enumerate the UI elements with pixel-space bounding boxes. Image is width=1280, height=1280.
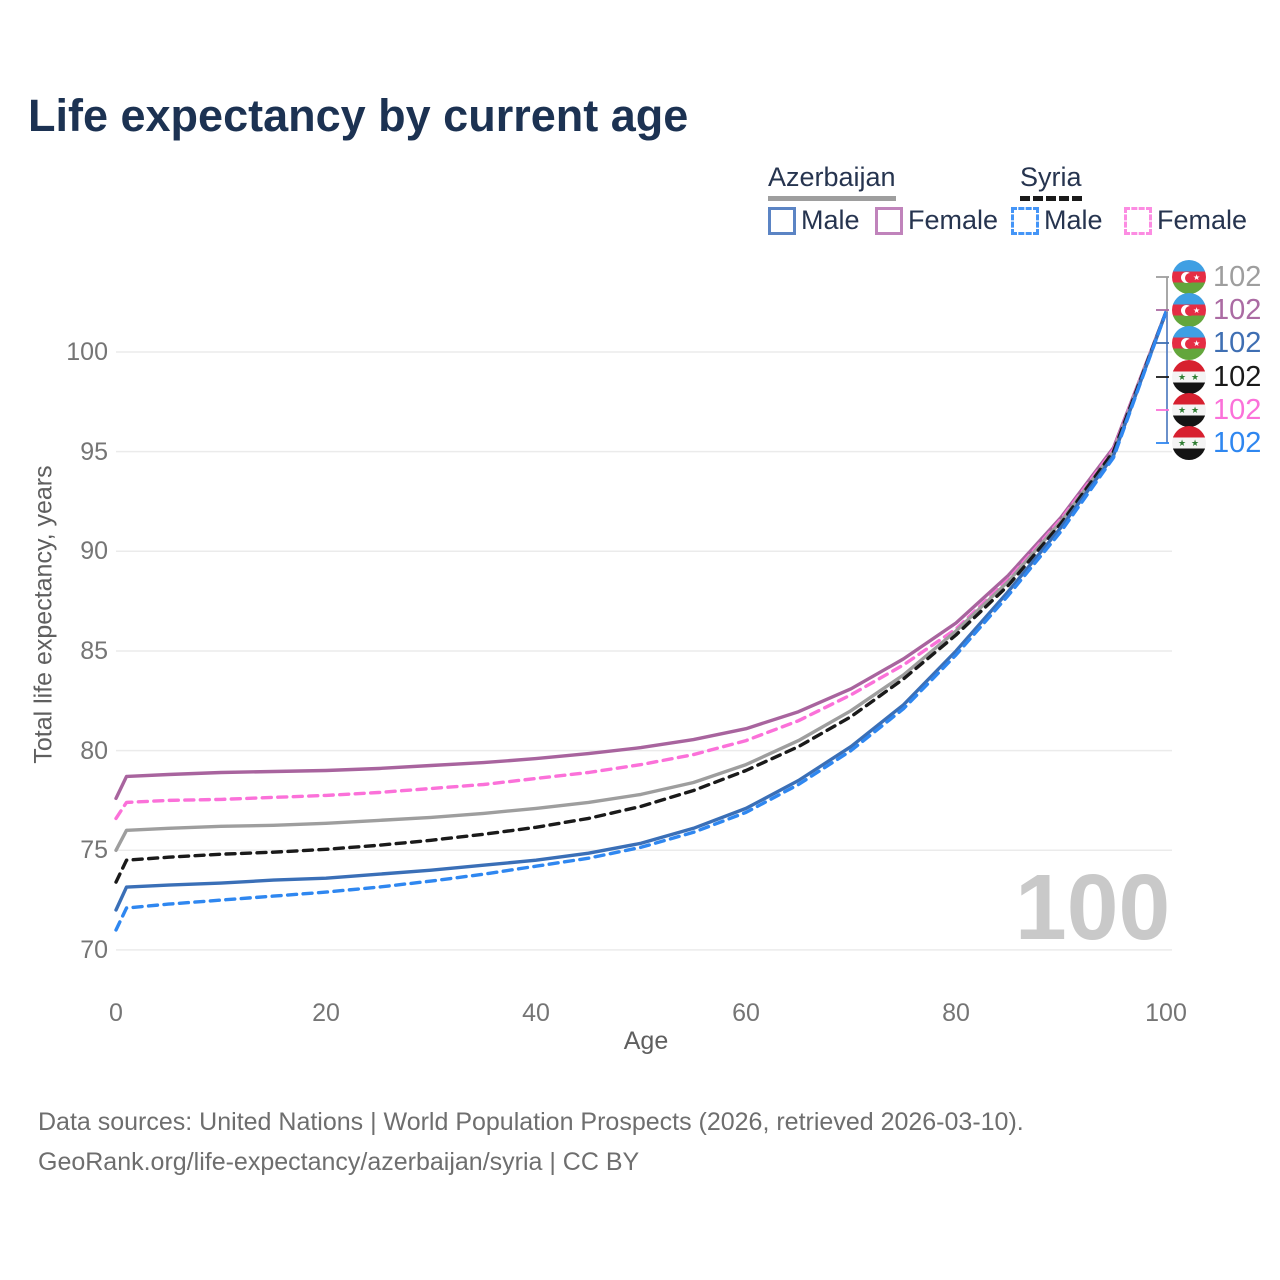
- series-line-azerbaijan-female[interactable]: [114, 310, 1168, 801]
- legend-country-syria[interactable]: Syria: [1020, 162, 1082, 201]
- x-tick-label-20: 20: [312, 999, 340, 1027]
- flag-azerbaijan-icon: ★: [1172, 293, 1206, 327]
- syria-female-swatch-icon: [1124, 206, 1152, 235]
- x-tick-label-100: 100: [1145, 999, 1187, 1027]
- line-chart: [114, 276, 1172, 951]
- x-axis-title: Age: [623, 1027, 669, 1055]
- flag-syria-icon: ★ ★: [1172, 393, 1206, 427]
- x-tick-label-60: 60: [732, 999, 760, 1027]
- y-tick-label-80: 80: [80, 736, 108, 765]
- y-axis-title: Total life expectancy, years: [29, 465, 58, 764]
- y-tick-label-75: 75: [80, 836, 108, 865]
- y-tick-label-100: 100: [66, 338, 108, 366]
- legend-item-label: Male: [801, 205, 860, 235]
- end-label-value: 102: [1213, 426, 1262, 459]
- y-tick-label-85: 85: [80, 636, 108, 665]
- end-label-syria-4[interactable]: ★ ★ 102: [1172, 393, 1261, 427]
- end-label-syria-3[interactable]: ★ ★ 102: [1172, 360, 1261, 394]
- series-line-syria-female[interactable]: [114, 310, 1168, 821]
- x-tick-label-0: 0: [109, 999, 123, 1027]
- y-tick-label-70: 70: [80, 935, 108, 964]
- flag-syria-icon: ★ ★: [1172, 360, 1206, 394]
- legend-item-label: Male: [1044, 205, 1103, 235]
- page-title: Life expectancy by current age: [28, 90, 689, 141]
- legend-item-azerbaijan-male[interactable]: Male: [768, 205, 860, 236]
- azerbaijan-female-swatch-icon: [875, 206, 903, 235]
- flag-azerbaijan-icon: ★: [1172, 326, 1206, 360]
- series-line-azerbaijan-male[interactable]: [114, 310, 1168, 912]
- end-label-azerbaijan-0[interactable]: ★ 102: [1172, 260, 1261, 294]
- y-tick-label-90: 90: [80, 537, 108, 566]
- end-label-syria-5[interactable]: ★ ★ 102: [1172, 426, 1261, 460]
- end-label-value: 102: [1213, 393, 1262, 426]
- legend: Azerbaijan Syria Male Female Male Female: [0, 0, 1280, 250]
- legend-item-azerbaijan-female[interactable]: Female: [875, 205, 998, 236]
- y-tick-label-95: 95: [80, 437, 108, 466]
- flag-azerbaijan-icon: ★: [1172, 260, 1206, 294]
- age-watermark: 100: [1015, 855, 1171, 959]
- end-label-value: 102: [1213, 326, 1262, 359]
- end-label-azerbaijan-1[interactable]: ★ 102: [1172, 293, 1261, 327]
- series-line-azerbaijan-all[interactable]: [114, 310, 1168, 852]
- legend-item-syria-female[interactable]: Female: [1124, 205, 1247, 236]
- data-sources-text: Data sources: United Nations | World Pop…: [38, 1108, 1024, 1136]
- end-label-azerbaijan-2[interactable]: ★ 102: [1172, 326, 1261, 360]
- legend-item-label: Female: [1157, 205, 1248, 235]
- legend-country-azerbaijan[interactable]: Azerbaijan: [768, 162, 896, 201]
- series-line-syria-male[interactable]: [114, 310, 1168, 932]
- azerbaijan-male-swatch-icon: [768, 206, 796, 235]
- legend-item-syria-male[interactable]: Male: [1011, 205, 1103, 236]
- flag-syria-icon: ★ ★: [1172, 426, 1206, 460]
- x-tick-label-80: 80: [942, 999, 970, 1027]
- x-tick-label-40: 40: [522, 999, 550, 1027]
- attribution-link-text[interactable]: GeoRank.org/life-expectancy/azerbaijan/s…: [38, 1148, 640, 1176]
- series-line-syria-all[interactable]: [114, 310, 1168, 884]
- legend-item-label: Female: [908, 205, 999, 235]
- end-label-value: 102: [1213, 260, 1262, 293]
- end-label-value: 102: [1213, 360, 1262, 393]
- end-label-value: 102: [1213, 293, 1262, 326]
- syria-male-swatch-icon: [1011, 206, 1039, 235]
